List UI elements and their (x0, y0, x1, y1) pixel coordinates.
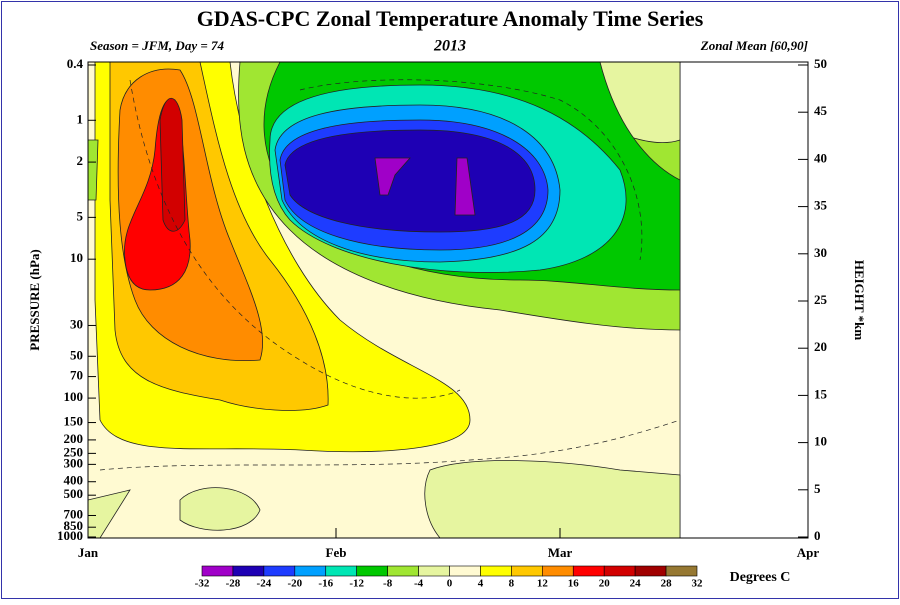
plot-frame (87, 61, 809, 539)
colorbar-tick-label: 28 (661, 578, 673, 590)
y-tick-label: 1 (77, 111, 84, 126)
colorbar-box (294, 565, 327, 577)
y-tick-label: 2 (77, 153, 84, 168)
colorbar-tick-label: -16 (318, 578, 333, 590)
colorbar-tick-label: 4 (478, 578, 484, 590)
colorbar-tick-label: 0 (447, 578, 453, 590)
subtitle-center: 2013 (433, 38, 466, 55)
y2-tick-label: 50 (814, 56, 827, 71)
colorbar-box (356, 565, 388, 577)
colorbar-box (665, 565, 698, 577)
contour-line (299, 79, 643, 261)
contour-region (87, 139, 99, 201)
contour-line (129, 79, 461, 399)
colorbar-tick-label: -24 (257, 578, 272, 590)
y2-tick-label: 35 (814, 198, 828, 213)
chart-title: GDAS-CPC Zonal Temperature Anomaly Time … (197, 6, 704, 31)
colorbar-box (263, 565, 296, 577)
colorbar-tick-label: -8 (383, 578, 393, 590)
contour-region (454, 157, 476, 216)
contour-region (374, 157, 411, 196)
colorbar-tick-label: 24 (630, 578, 642, 590)
colorbar-box (232, 565, 265, 577)
colorbar-box (418, 565, 450, 577)
subtitle-left: Season = JFM, Day = 74 (90, 38, 224, 53)
y2-tick-label: 30 (814, 245, 827, 260)
colorbar-box (542, 565, 574, 577)
contour-region (179, 487, 261, 531)
colorbar-tick-label: -20 (287, 578, 302, 590)
colorbar-label: Degrees C (730, 570, 791, 585)
colorbar-tick-label: -4 (414, 578, 424, 590)
y-tick-label: 150 (64, 414, 84, 429)
colorbar-tick-label: 32 (692, 578, 704, 590)
x-tick-label: Jan (78, 545, 99, 560)
contour-region (424, 460, 681, 539)
x-tick-label: Apr (797, 545, 820, 560)
colorbar-box (572, 565, 605, 577)
colorbar-tick-label: 16 (568, 578, 580, 590)
contour-region (159, 98, 186, 232)
y2-tick-label: 15 (814, 386, 828, 401)
y2-tick-label: 45 (814, 103, 828, 118)
contour-line (99, 419, 681, 471)
y-tick-label: 100 (64, 389, 84, 404)
colorbar-tick-label: -12 (349, 578, 364, 590)
y-tick-label: 500 (64, 486, 84, 501)
y2-tick-label: 0 (814, 528, 821, 543)
y-tick-label: 400 (64, 473, 84, 488)
y-tick-label: 850 (64, 518, 84, 533)
y2-axis-label: HEIGHT *km (852, 260, 867, 340)
y-tick-label: 700 (64, 506, 84, 521)
subtitle-right: Zonal Mean [60,90] (700, 38, 808, 53)
x-tick-label: Mar (548, 545, 573, 560)
contour-field (87, 61, 681, 539)
y-tick-label: 250 (64, 444, 84, 459)
colorbar-tick-label: 20 (599, 578, 611, 590)
colorbar-tick-label: 12 (537, 578, 549, 590)
colorbar-tick-label: -28 (226, 578, 241, 590)
colorbar-box (201, 565, 234, 577)
colorbar-box (325, 565, 357, 577)
y-tick-label: 70 (70, 368, 83, 383)
y-axis-label: PRESSURE (hPa) (27, 249, 42, 351)
y-tick-label: 30 (70, 316, 83, 331)
y-tick-label: 50 (70, 347, 83, 362)
colorbar-box (480, 565, 512, 577)
y-tick-label: 300 (64, 455, 84, 470)
y2-tick-label: 40 (814, 150, 827, 165)
y2-tick-label: 10 (814, 434, 827, 449)
y2-tick-label: 25 (814, 292, 828, 307)
colorbar-box (603, 565, 636, 577)
colorbar-tick-label: -32 (195, 578, 210, 590)
colorbar-box (511, 565, 543, 577)
colorbar-box (634, 565, 667, 577)
y-tick-label: 1000 (57, 528, 83, 543)
colorbar-box (387, 565, 419, 577)
y-tick-label: 0.4 (67, 56, 84, 71)
y-tick-label: 10 (70, 250, 83, 265)
x-tick-label: Feb (326, 545, 347, 560)
y-tick-label: 200 (64, 431, 84, 446)
contour-region (284, 129, 536, 233)
colorbar-tick-label: 8 (509, 578, 515, 590)
y2-tick-label: 20 (814, 339, 827, 354)
y-tick-label: 5 (77, 208, 84, 223)
y2-tick-label: 5 (814, 481, 821, 496)
colorbar-box (449, 565, 481, 577)
